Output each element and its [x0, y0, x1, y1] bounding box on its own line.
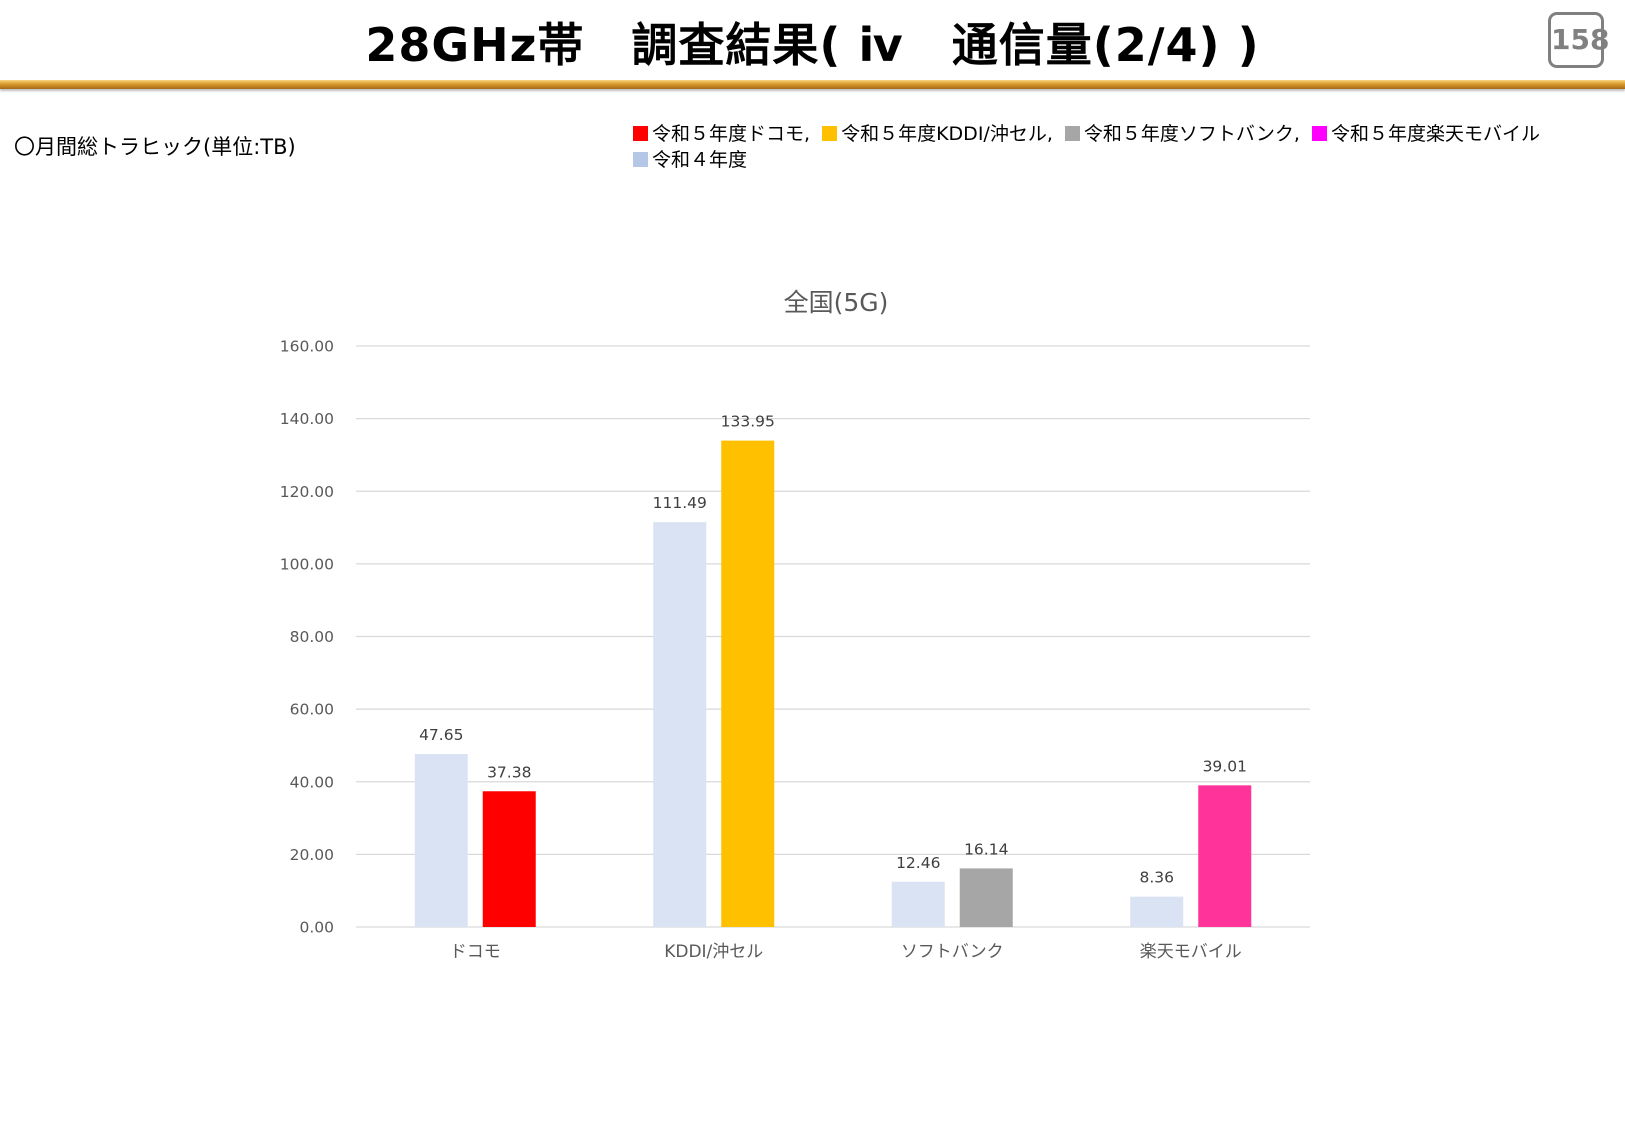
bar [959, 868, 1013, 927]
legend-label-r4: 令和４年度 [652, 149, 748, 171]
data-label: 111.49 [653, 494, 707, 512]
chart-legend: 令和５年度ドコモ, 令和５年度KDDI/沖セル, 令和５年度ソフトバンク, 令和… [633, 121, 1618, 173]
legend-item-r4: 令和４年度 [633, 147, 747, 173]
title-underline [0, 80, 1625, 89]
chart-title: 全国(5G) [784, 288, 889, 317]
data-label: 16.14 [964, 840, 1008, 858]
y-tick-label: 60.00 [290, 701, 334, 719]
legend-item-kddi-r5: 令和５年度KDDI/沖セル, [822, 121, 1053, 147]
y-tick-label: 80.00 [290, 628, 334, 646]
x-tick-label: ドコモ [450, 942, 501, 962]
data-label: 47.65 [419, 726, 463, 744]
data-label: 37.38 [487, 763, 531, 781]
y-tick-label: 160.00 [280, 338, 334, 356]
data-label: 39.01 [1203, 757, 1247, 775]
y-tick-label: 140.00 [280, 410, 334, 428]
x-tick-label: ソフトバンク [901, 942, 1004, 962]
x-tick-label: KDDI/沖セル [664, 942, 763, 962]
bar [482, 791, 536, 927]
data-label: 12.46 [896, 854, 940, 872]
bar [1198, 785, 1252, 927]
legend-swatch-docomo-r5 [633, 126, 648, 141]
y-tick-label: 20.00 [290, 846, 334, 864]
legend-swatch-rakuten-r5 [1311, 126, 1327, 141]
bar [721, 440, 775, 927]
bar [1130, 896, 1184, 927]
legend-swatch-r4 [633, 152, 648, 167]
bar [414, 753, 468, 927]
page-title: 28GHz帯 調査結果( ⅳ 通信量(2/4) ) [365, 18, 1260, 72]
bar [653, 522, 707, 927]
legend-label-softbank-r5: 令和５年度ソフトバンク, [1083, 123, 1300, 145]
y-tick-label: 120.00 [280, 483, 334, 501]
chart-subtitle: 〇月間総トラヒック(単位:TB) [14, 135, 296, 159]
data-label: 133.95 [721, 413, 775, 431]
y-tick-label: 40.00 [290, 773, 334, 791]
data-label: 8.36 [1139, 869, 1174, 887]
legend-label-rakuten-r5: 令和５年度楽天モバイル [1330, 123, 1540, 145]
y-tick-label: 100.00 [280, 555, 334, 573]
y-tick-label: 0.00 [299, 919, 334, 937]
bar [891, 881, 945, 927]
legend-item-softbank-r5: 令和５年度ソフトバンク, [1064, 121, 1300, 147]
legend-swatch-kddi-r5 [822, 126, 838, 141]
legend-item-rakuten-r5: 令和５年度楽天モバイル [1311, 121, 1540, 147]
legend-item-docomo-r5: 令和５年度ドコモ, [633, 121, 810, 147]
legend-label-docomo-r5: 令和５年度ドコモ, [652, 123, 811, 145]
x-tick-label: 楽天モバイル [1140, 942, 1242, 962]
legend-label-kddi-r5: 令和５年度KDDI/沖セル, [841, 123, 1053, 145]
page-number-badge: 158 [1548, 12, 1609, 68]
legend-swatch-softbank-r5 [1064, 126, 1080, 141]
